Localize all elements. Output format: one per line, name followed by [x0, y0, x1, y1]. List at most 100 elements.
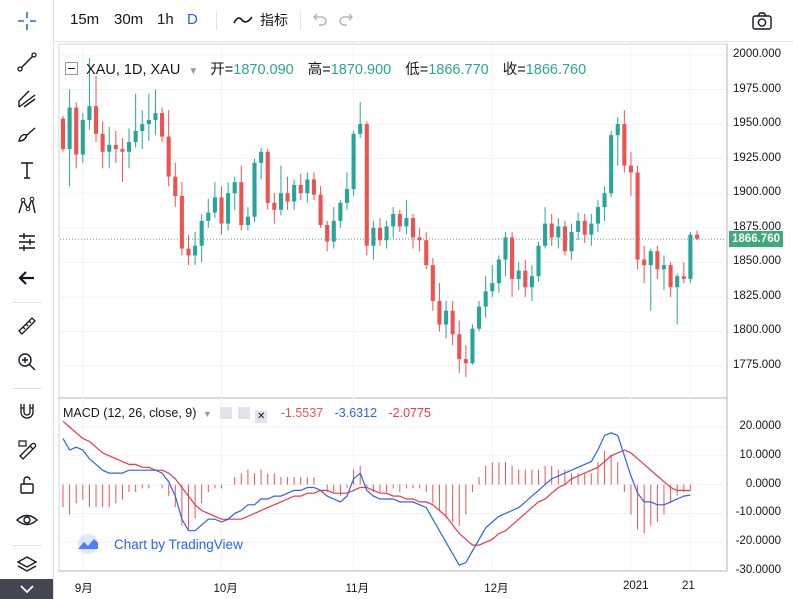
symbol-label[interactable]: XAU, 1D, XAU — [86, 62, 181, 78]
candle — [569, 223, 574, 260]
candle — [351, 131, 356, 196]
snapshot-button[interactable] — [751, 11, 773, 36]
redo-icon — [339, 13, 354, 26]
collapse-legend-icon[interactable] — [65, 62, 78, 75]
macd-legend: MACD (12, 26, close, 9) ▼ ✕ -1.5537 -3.6… — [63, 406, 431, 423]
candle — [126, 128, 132, 169]
candle — [562, 220, 567, 256]
timeframe-d[interactable]: D — [187, 11, 198, 28]
candle — [556, 218, 561, 249]
candle — [252, 158, 257, 223]
high-value: 1870.900 — [330, 62, 392, 78]
low-label: 低= — [405, 62, 429, 78]
settings-icon[interactable] — [237, 407, 250, 419]
chevron-down-icon[interactable]: ▼ — [202, 409, 212, 419]
candle — [675, 273, 680, 325]
candle — [516, 262, 521, 290]
candle — [67, 89, 72, 187]
candle — [298, 173, 303, 201]
candle — [146, 93, 151, 141]
chevron-down-icon[interactable]: ▼ — [188, 66, 199, 77]
layers-icon — [16, 556, 38, 572]
top-toolbar: 15m 30m 1h D 指标 — [0, 0, 793, 42]
macd-title[interactable]: MACD (12, 26, close, 9) — [63, 406, 197, 420]
macd-histogram-value: -1.5537 — [280, 406, 324, 420]
candle — [549, 213, 554, 246]
macd-line-value: -3.6312 — [334, 406, 378, 420]
zoom-in-tool[interactable] — [11, 346, 43, 378]
trend-line-icon — [17, 52, 37, 72]
magnet-tool[interactable] — [11, 396, 43, 428]
collapse-toolbar-button[interactable] — [0, 579, 53, 599]
lock-drawings-tool[interactable] — [11, 433, 43, 465]
price-tick-label: 1800.000 — [733, 324, 781, 337]
lock-tool[interactable] — [11, 469, 43, 501]
candle — [457, 320, 462, 373]
candle — [285, 176, 290, 210]
candle — [338, 200, 343, 228]
brush-tool[interactable] — [11, 119, 43, 151]
macd-signal-line — [62, 420, 691, 546]
candle — [661, 255, 667, 290]
lock-drawings-icon — [18, 440, 37, 460]
candle — [133, 93, 138, 148]
candle — [510, 231, 515, 297]
candle — [490, 265, 495, 297]
undo-button[interactable] — [310, 10, 328, 33]
pattern-tool[interactable] — [11, 190, 43, 222]
candle — [199, 213, 204, 263]
visibility-toggle-icon[interactable] — [220, 407, 233, 419]
candle — [166, 110, 171, 187]
time-tick-label: 12月 — [484, 583, 509, 595]
candle — [173, 162, 178, 208]
candle — [529, 265, 534, 302]
visibility-tool[interactable] — [11, 504, 43, 536]
macd-tick-label: 0.0000 — [745, 477, 781, 490]
ruler-tool[interactable] — [11, 310, 43, 342]
candle — [259, 147, 264, 180]
tradingview-logo-icon — [78, 534, 98, 554]
candle — [325, 220, 330, 252]
candle — [311, 172, 317, 201]
macd-tick-label: 10.0000 — [739, 448, 781, 461]
indicators-button[interactable]: 指标 — [232, 10, 288, 30]
candle — [589, 213, 594, 246]
layers-tool[interactable] — [11, 552, 43, 578]
prediction-tool[interactable] — [11, 226, 43, 258]
price-tick-label: 1875.000 — [733, 220, 781, 233]
candle — [496, 255, 501, 293]
close-icon[interactable]: ✕ — [255, 411, 268, 423]
brush-icon — [18, 127, 36, 142]
redo-button[interactable] — [338, 10, 356, 33]
timeframe-1h[interactable]: 1h — [157, 11, 174, 28]
crosshair-tool[interactable] — [11, 5, 43, 37]
candle — [358, 101, 363, 138]
timeframe-30m[interactable]: 30m — [114, 11, 144, 28]
price-tick-label: 1950.000 — [733, 117, 781, 130]
candle — [681, 262, 686, 284]
candle — [292, 179, 297, 210]
tradingview-watermark[interactable]: Chart by TradingView — [74, 534, 243, 554]
candle — [193, 231, 198, 266]
indicators-label: 指标 — [260, 12, 288, 28]
timeframe-15m[interactable]: 15m — [70, 11, 100, 28]
pitchfork-tool[interactable] — [11, 83, 43, 115]
candle — [160, 107, 165, 143]
candle — [226, 182, 231, 231]
candle — [371, 220, 376, 260]
crosshair-icon — [18, 12, 36, 30]
candle — [523, 259, 528, 297]
candle — [60, 115, 66, 152]
toolbar-divider — [300, 12, 301, 30]
text-tool[interactable] — [11, 154, 43, 186]
chart-frame — [58, 43, 728, 572]
candle — [688, 231, 693, 284]
candle — [582, 213, 587, 243]
candle — [344, 172, 350, 210]
back-tool[interactable] — [11, 262, 43, 294]
price-tick-label: 1850.000 — [733, 255, 781, 268]
trend-line-tool[interactable] — [11, 46, 43, 78]
magnet-icon — [20, 404, 34, 419]
snapshot-icon — [752, 12, 772, 30]
price-tick-label: 1975.000 — [733, 82, 781, 95]
